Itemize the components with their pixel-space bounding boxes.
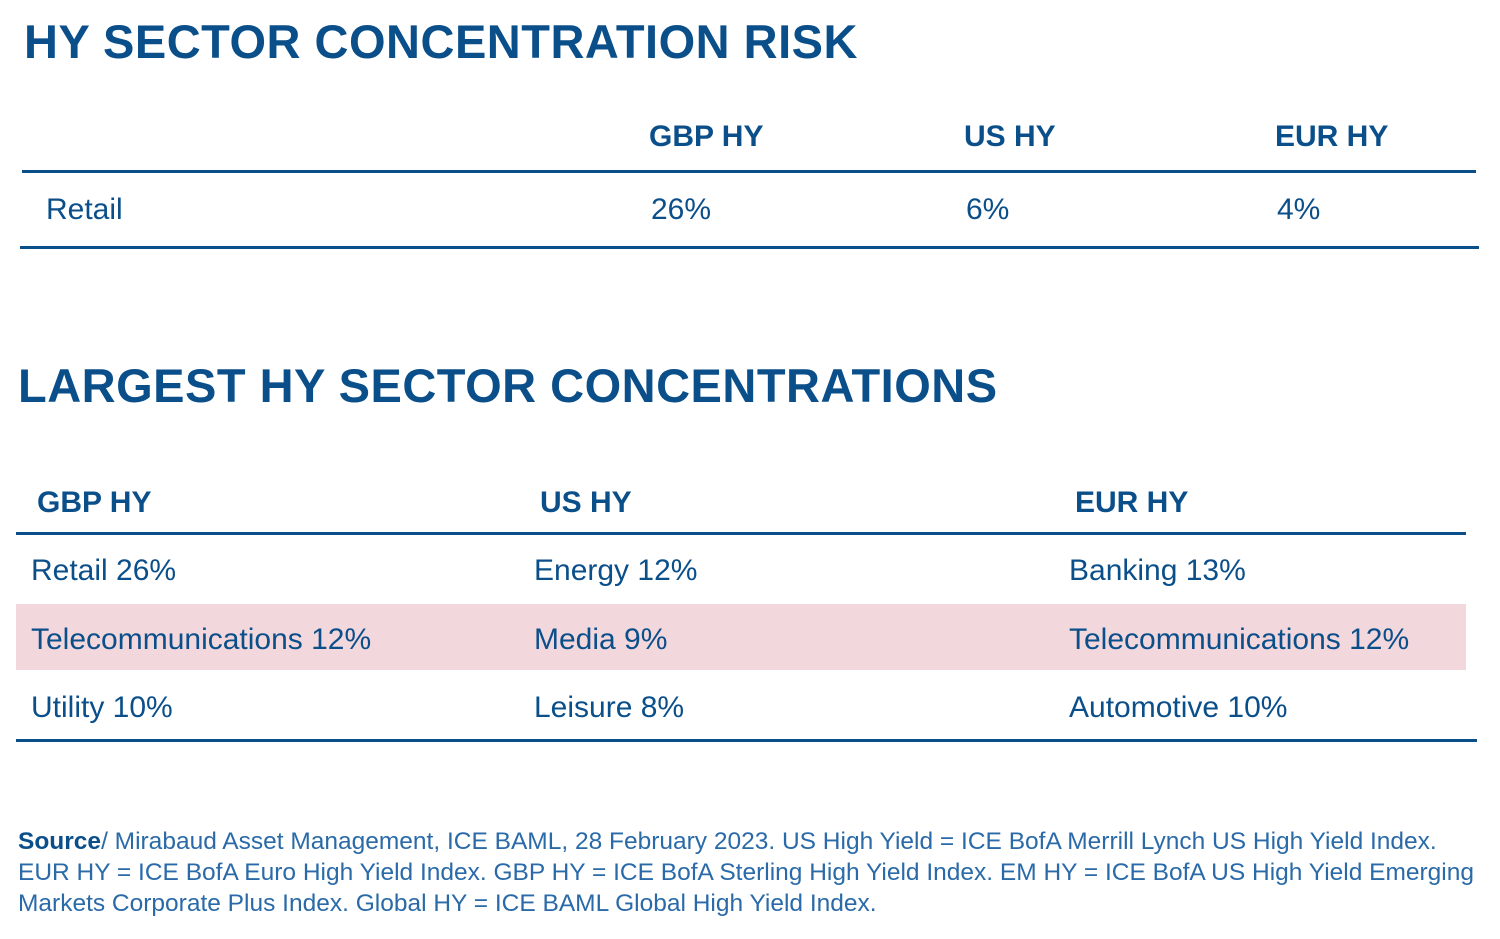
largest-row2-eur: Telecommunications 12% xyxy=(1069,623,1410,656)
source-text: / Mirabaud Asset Management, ICE BAML, 2… xyxy=(18,828,1475,917)
risk-value-eur: 4% xyxy=(1277,193,1321,226)
largest-row1-gbp: Retail 26% xyxy=(31,554,177,587)
largest-row3-eur: Automotive 10% xyxy=(1069,691,1288,724)
risk-value-us: 6% xyxy=(966,193,1010,226)
largest-row1-eur: Banking 13% xyxy=(1069,554,1246,587)
source-label: Source xyxy=(18,828,102,855)
largest-row3-us: Leisure 8% xyxy=(534,691,685,724)
largest-header-eur: EUR HY xyxy=(1075,486,1189,519)
source-note: Source/ Mirabaud Asset Management, ICE B… xyxy=(18,826,1488,919)
risk-header-gbp: GBP HY xyxy=(649,120,764,153)
largest-row3-gbp: Utility 10% xyxy=(31,691,173,724)
largest-row2-gbp: Telecommunications 12% xyxy=(31,623,372,656)
largest-header-gbp: GBP HY xyxy=(37,486,152,519)
risk-header-us: US HY xyxy=(964,120,1056,153)
highlight-row-band xyxy=(16,604,1466,670)
largest-row1-us: Energy 12% xyxy=(534,554,698,587)
largest-bottom-rule xyxy=(16,739,1477,742)
largest-header-us: US HY xyxy=(540,486,632,519)
largest-title: LARGEST HY SECTOR CONCENTRATIONS xyxy=(18,359,998,412)
risk-value-gbp: 26% xyxy=(651,193,712,226)
largest-header-rule xyxy=(16,532,1466,535)
risk-header-eur: EUR HY xyxy=(1275,120,1389,153)
risk-header-rule xyxy=(22,170,1476,173)
risk-title: HY SECTOR CONCENTRATION RISK xyxy=(24,15,858,68)
risk-row-label: Retail xyxy=(46,193,123,226)
risk-bottom-rule xyxy=(20,246,1479,249)
largest-row2-us: Media 9% xyxy=(534,623,668,656)
